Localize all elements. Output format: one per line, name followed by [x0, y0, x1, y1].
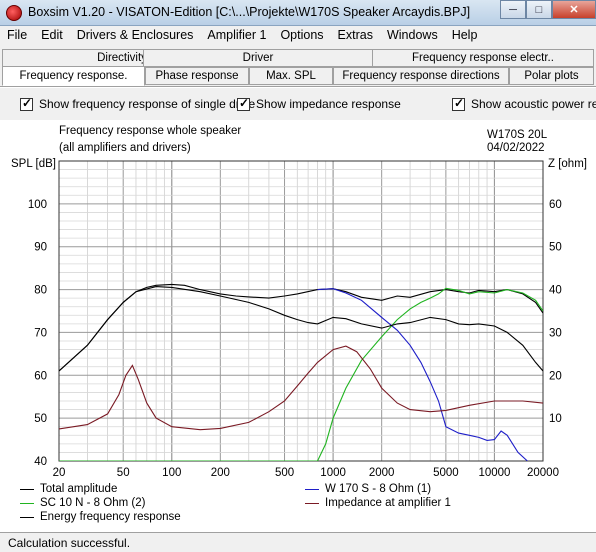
tab-frequency-response[interactable]: Frequency response.	[2, 66, 145, 86]
y-tick-label-left: 90	[34, 242, 47, 254]
menu-drivers-enclosures[interactable]: Drivers & Enclosures	[76, 28, 194, 42]
legend-swatch	[20, 502, 34, 504]
x-tick-label: 100	[162, 467, 181, 479]
minimize-icon: ─	[509, 3, 517, 16]
legend-energy-response: Energy frequency response	[20, 511, 181, 523]
tab-polar-plots[interactable]: Polar plots	[509, 67, 594, 85]
tab-max-spl[interactable]: Max. SPL	[249, 67, 333, 85]
chart-title: Frequency response whole speaker	[59, 125, 242, 137]
x-tick-label: 50	[117, 467, 130, 479]
x-tick-label: 500	[275, 467, 294, 479]
y-axis-left-label: SPL [dB]	[11, 158, 56, 170]
option-impedance-label: Show impedance response	[256, 97, 401, 111]
checkbox-single-drive[interactable]	[20, 96, 33, 111]
window-controls: ─ □ ✕	[500, 0, 596, 20]
legend-label: Energy frequency response	[40, 511, 181, 523]
legend-impedance: Impedance at amplifier 1	[305, 497, 451, 509]
x-tick-label: 200	[211, 467, 230, 479]
checkbox-acoustic-power[interactable]	[452, 96, 465, 111]
x-tick-label: 2000	[369, 467, 395, 479]
tab-frequency-response-electr[interactable]: Frequency response electr..	[372, 49, 594, 67]
menu-help[interactable]: Help	[451, 28, 478, 42]
x-tick-label: 20	[53, 467, 66, 479]
title-bar: Boxsim V1.20 - VISATON-Edition [C:\...\P…	[0, 0, 596, 26]
legend-swatch	[305, 502, 319, 504]
legend-w170s: W 170 S - 8 Ohm (1)	[305, 483, 431, 495]
y-tick-label-left: 60	[34, 370, 47, 382]
y-tick-label-right: 20	[549, 370, 562, 382]
options-bar: Show frequency response of single drive …	[0, 88, 596, 120]
option-single-drive[interactable]: Show frequency response of single drive	[20, 96, 256, 111]
legend-label: Total amplitude	[40, 483, 118, 495]
y-axis-right-label: Z [ohm]	[548, 158, 587, 170]
menu-file[interactable]: File	[7, 28, 28, 42]
legend-label: Impedance at amplifier 1	[325, 497, 451, 509]
y-tick-label-right: 60	[549, 199, 562, 211]
y-tick-label-right: 30	[549, 327, 562, 339]
tab-strip: Directivity Driver Frequency response el…	[0, 47, 596, 87]
legend-swatch	[20, 488, 34, 490]
y-tick-label-left: 100	[28, 199, 47, 211]
status-text: Calculation successful.	[8, 536, 131, 550]
chart-subtitle: (all amplifiers and drivers)	[59, 142, 191, 154]
maximize-icon: □	[535, 3, 543, 16]
legend-swatch	[20, 516, 34, 518]
menu-bar: File Edit Drivers & Enclosures Amplifier…	[0, 26, 596, 46]
chart-info-model: W170S 20L	[487, 129, 548, 141]
y-tick-label-left: 80	[34, 285, 47, 297]
y-tick-label-right: 40	[549, 285, 562, 297]
series-line-2	[317, 288, 528, 461]
y-tick-label-left: 70	[34, 327, 47, 339]
y-tick-label-right: 50	[549, 242, 562, 254]
y-tick-label-left: 40	[34, 456, 47, 468]
series-line-3	[59, 287, 543, 461]
minimize-button[interactable]: ─	[500, 0, 526, 19]
option-single-drive-label: Show frequency response of single drive	[39, 97, 256, 111]
checkbox-impedance[interactable]	[237, 96, 250, 111]
close-button[interactable]: ✕	[552, 0, 596, 19]
option-acoustic-power-label: Show acoustic power resp	[471, 97, 596, 111]
legend-sc10n: SC 10 N - 8 Ohm (2)	[20, 497, 145, 509]
maximize-button[interactable]: □	[526, 0, 552, 19]
legend-swatch	[305, 488, 319, 490]
speaker-app-icon[interactable]	[6, 5, 22, 21]
tab-frequency-response-directions[interactable]: Frequency response directions	[333, 67, 509, 85]
menu-windows[interactable]: Windows	[386, 28, 438, 42]
option-impedance[interactable]: Show impedance response	[237, 96, 401, 111]
x-tick-label: 10000	[478, 467, 510, 479]
tab-phase-response[interactable]: Phase response	[145, 67, 249, 85]
legend-total-amplitude: Total amplitude	[20, 483, 117, 495]
plot-frame	[58, 160, 544, 462]
menu-edit[interactable]: Edit	[41, 28, 63, 42]
menu-extras[interactable]: Extras	[337, 28, 373, 42]
x-tick-label: 5000	[433, 467, 459, 479]
legend-label: W 170 S - 8 Ohm (1)	[325, 483, 432, 495]
window-title: Boxsim V1.20 - VISATON-Edition [C:\...\P…	[28, 5, 471, 19]
y-tick-label-left: 50	[34, 413, 47, 425]
menu-options[interactable]: Options	[280, 28, 324, 42]
legend-label: SC 10 N - 8 Ohm (2)	[40, 497, 146, 509]
chart-plot-area: 20 50 100 200 500 1000 2000 5000 10000 20000 40 50 6…	[28, 160, 562, 479]
series-line-4	[59, 345, 543, 431]
series-line-5	[59, 286, 543, 372]
chart-info-date: 04/02/2022	[487, 142, 545, 154]
tab-driver[interactable]: Driver	[143, 49, 373, 67]
menu-amplifier[interactable]: Amplifier 1	[207, 28, 267, 42]
status-bar: Calculation successful.	[0, 532, 596, 552]
x-tick-label: 20000	[527, 467, 559, 479]
close-icon: ✕	[569, 4, 579, 16]
x-tick-label: 1000	[320, 467, 346, 479]
y-tick-label-right: 10	[549, 413, 562, 425]
option-acoustic-power[interactable]: Show acoustic power resp	[452, 96, 596, 111]
frequency-response-chart: Frequency response whole speaker (all am…	[0, 121, 596, 531]
